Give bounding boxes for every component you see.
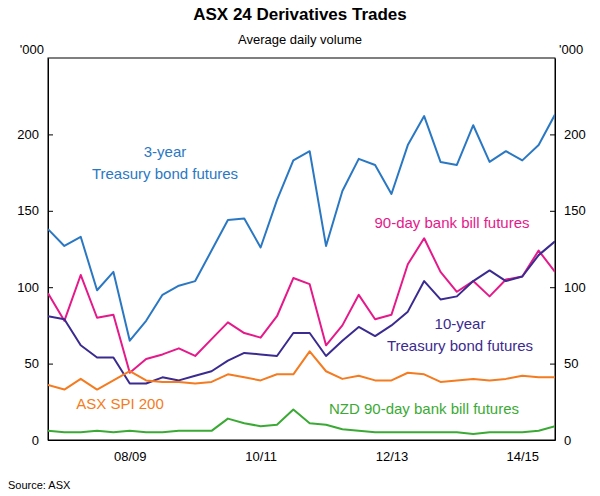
tick-mark bbox=[48, 364, 53, 365]
axis-line bbox=[48, 59, 49, 441]
tick-label: 100 bbox=[564, 280, 586, 295]
tick-label: 0 bbox=[32, 433, 39, 448]
series-label: 3-yearTreasury bond futures bbox=[92, 143, 238, 182]
source: Source: ASX bbox=[8, 479, 71, 491]
tick: 150 bbox=[17, 203, 53, 218]
series-label: NZD 90-day bank bill futures bbox=[329, 400, 519, 417]
subtitle: Average daily volume bbox=[238, 32, 362, 47]
axis-line bbox=[555, 59, 556, 441]
tick: 100 bbox=[17, 280, 53, 295]
tick-label: 150 bbox=[17, 203, 39, 218]
tick-label: 200 bbox=[17, 127, 39, 142]
tick-mark bbox=[48, 287, 53, 288]
tick-label: 12/13 bbox=[376, 449, 409, 464]
tick: 150 bbox=[550, 203, 586, 218]
tick: 200 bbox=[17, 127, 53, 142]
tick: 10/11 bbox=[245, 440, 277, 464]
title: ASX 24 Derivatives Trades bbox=[193, 5, 407, 24]
tick-label: 0 bbox=[564, 433, 571, 448]
tick: 50 bbox=[550, 356, 578, 371]
y-axis: 0 50 100 150 200 bbox=[17, 59, 53, 448]
tick-mark bbox=[48, 211, 53, 212]
tick-label: 10/11 bbox=[245, 449, 277, 464]
series-line bbox=[48, 238, 555, 372]
tick: 08/09 bbox=[114, 440, 147, 464]
tick-label: 150 bbox=[564, 203, 586, 218]
tick-mark bbox=[550, 211, 555, 212]
x-axis: 08/09 10/11 12/13 14/15 bbox=[49, 440, 556, 464]
tick-mark bbox=[550, 364, 555, 365]
tick-label: 14/15 bbox=[507, 449, 540, 464]
tick: 14/15 bbox=[507, 440, 540, 464]
tick: 50 bbox=[25, 356, 53, 371]
plot-frame bbox=[48, 58, 555, 440]
tick-mark bbox=[550, 287, 555, 288]
axis-unit: '000 bbox=[559, 42, 583, 57]
chart: ASX 24 Derivatives Trades Average daily v… bbox=[0, 0, 600, 496]
series-label: 90-day bank bill futures bbox=[374, 214, 529, 231]
series-label: 10-yearTreasury bond futures bbox=[387, 315, 533, 354]
tick: 12/13 bbox=[376, 440, 409, 464]
tick: 200 bbox=[550, 127, 586, 142]
tick-label: 08/09 bbox=[114, 449, 147, 464]
axis-line bbox=[49, 440, 556, 441]
tick: 100 bbox=[550, 280, 586, 295]
series-label: ASX SPI 200 bbox=[76, 395, 164, 412]
series-line bbox=[48, 115, 555, 341]
tick-label: 50 bbox=[25, 356, 39, 371]
tick-label: 200 bbox=[564, 127, 586, 142]
tick-mark bbox=[550, 134, 555, 135]
tick-label: 100 bbox=[17, 280, 39, 295]
tick-mark bbox=[48, 134, 53, 135]
plot-area bbox=[48, 115, 555, 434]
axis-unit: '000 bbox=[20, 42, 44, 57]
series-line bbox=[48, 351, 555, 389]
tick-label: 50 bbox=[564, 356, 578, 371]
y-axis: 0 50 100 150 200 bbox=[550, 59, 586, 448]
